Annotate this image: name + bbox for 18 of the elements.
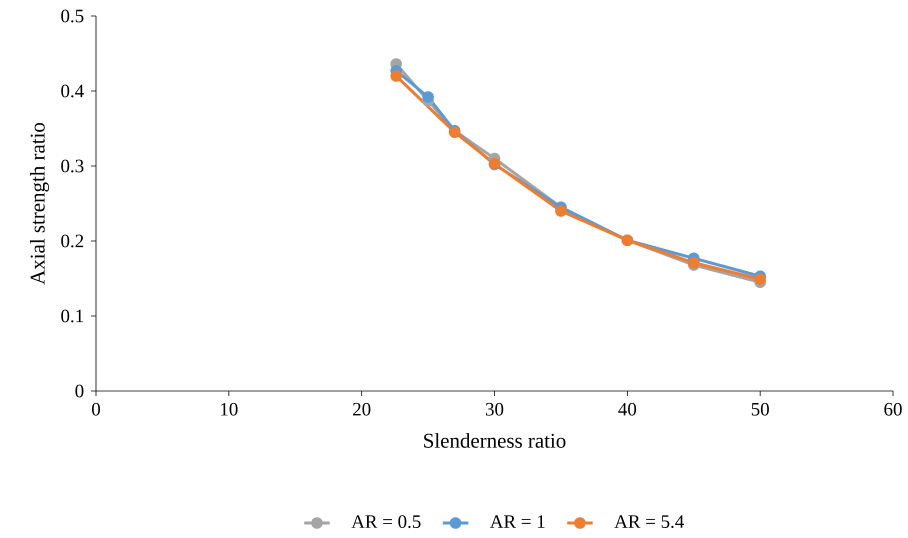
legend-label: AR = 0.5 (351, 515, 421, 528)
y-tick-label: 0.5 (61, 10, 84, 22)
x-tick-label: 40 (618, 402, 636, 416)
legend-label: AR = 1 (490, 515, 545, 528)
x-tick-label: 30 (486, 402, 504, 416)
y-tick-label: 0.3 (61, 160, 84, 172)
y-tick-label: 0.4 (61, 84, 84, 98)
y-tick-label: 0.1 (61, 310, 84, 322)
x-tick-label: 50 (752, 402, 769, 416)
y-axis-title: Axial strength ratio (30, 122, 50, 285)
x-tick-label: 60 (884, 402, 902, 416)
y-tick-label: 0.2 (61, 234, 84, 248)
x-axis-title: Slenderness ratio (424, 433, 566, 448)
x-tick-label: 10 (221, 402, 238, 416)
x-tick-label: 20 (353, 402, 370, 416)
x-tick-label: 0 (92, 402, 100, 416)
legend-label: AR = 5.4 (614, 515, 684, 528)
y-tick-label: 0 (75, 384, 84, 398)
